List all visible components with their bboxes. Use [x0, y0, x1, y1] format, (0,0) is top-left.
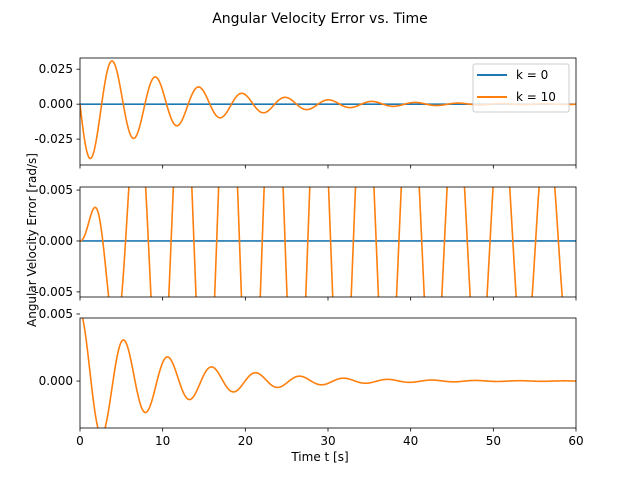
x-axis-label: Time t [s] [290, 450, 348, 464]
y-tick-label: 0.005 [39, 183, 73, 197]
series-line-k10-subplot-3 [81, 318, 576, 428]
y-tick-label: -0.025 [34, 132, 73, 146]
y-axis-label: Angular Velocity Error [rad/s] [25, 153, 39, 327]
x-tick-label: 50 [486, 434, 501, 448]
x-tick-label: 20 [238, 434, 253, 448]
x-tick-label: 30 [320, 434, 335, 448]
y-tick-label: 0.005 [39, 307, 73, 321]
subplot-2: -0.005 0.000 0.005 [34, 183, 577, 301]
figure-title: Angular Velocity Error vs. Time [212, 11, 428, 27]
legend-label-k10: k = 10 [516, 90, 556, 104]
plot-frame-2 [79, 186, 577, 298]
x-tick-label: 40 [403, 434, 418, 448]
legend: k = 0 k = 10 [472, 63, 570, 113]
x-tick-label: 10 [155, 434, 170, 448]
y-tick-label: 0.000 [39, 97, 73, 111]
x-tick-label: 0 [76, 434, 84, 448]
y-tick-label: -0.005 [34, 285, 73, 299]
y-tick-label: 0.025 [39, 62, 73, 76]
y-tick-label: 0.000 [39, 374, 73, 388]
subplot-3: 0.000 0.005 0 10 20 30 40 50 60 [39, 307, 584, 448]
x-tick-label: 60 [568, 434, 583, 448]
axes-root: -0.0250.0000.025-0.0050.0000.0050.0000.0… [34, 57, 584, 448]
legend-label-k0: k = 0 [516, 68, 548, 82]
y-tick-label: 0.000 [39, 234, 73, 248]
plot-frame-3 [79, 317, 577, 429]
